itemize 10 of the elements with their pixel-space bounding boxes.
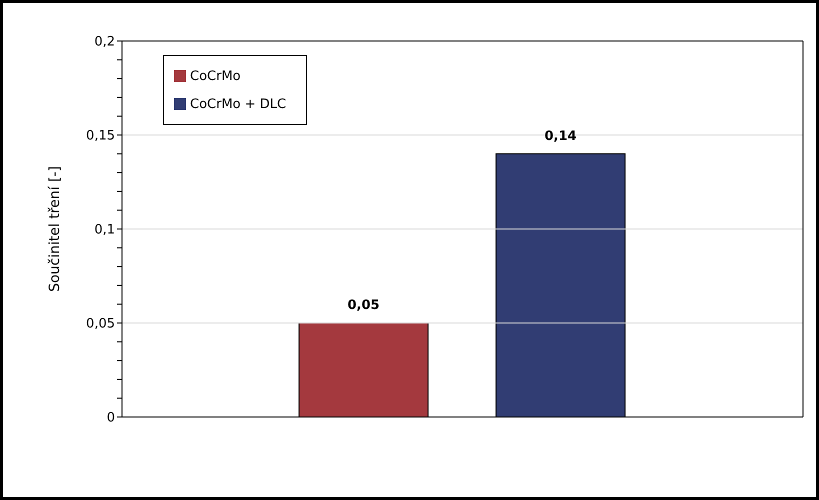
y-tick-label: 0 [106, 410, 115, 426]
y-tick-label: 0,15 [86, 128, 115, 144]
data-label: 0,05 [348, 298, 380, 313]
y-tick-label: 0,2 [94, 34, 115, 50]
y-axis-title: Součinitel tření [-] [46, 166, 63, 292]
legend-label: CoCrMo [190, 69, 241, 84]
legend-label: CoCrMo + DLC [190, 97, 286, 112]
y-tick-label: 0,05 [86, 316, 115, 332]
data-label: 0,14 [544, 128, 577, 144]
y-tick-label: 0,1 [94, 222, 115, 238]
